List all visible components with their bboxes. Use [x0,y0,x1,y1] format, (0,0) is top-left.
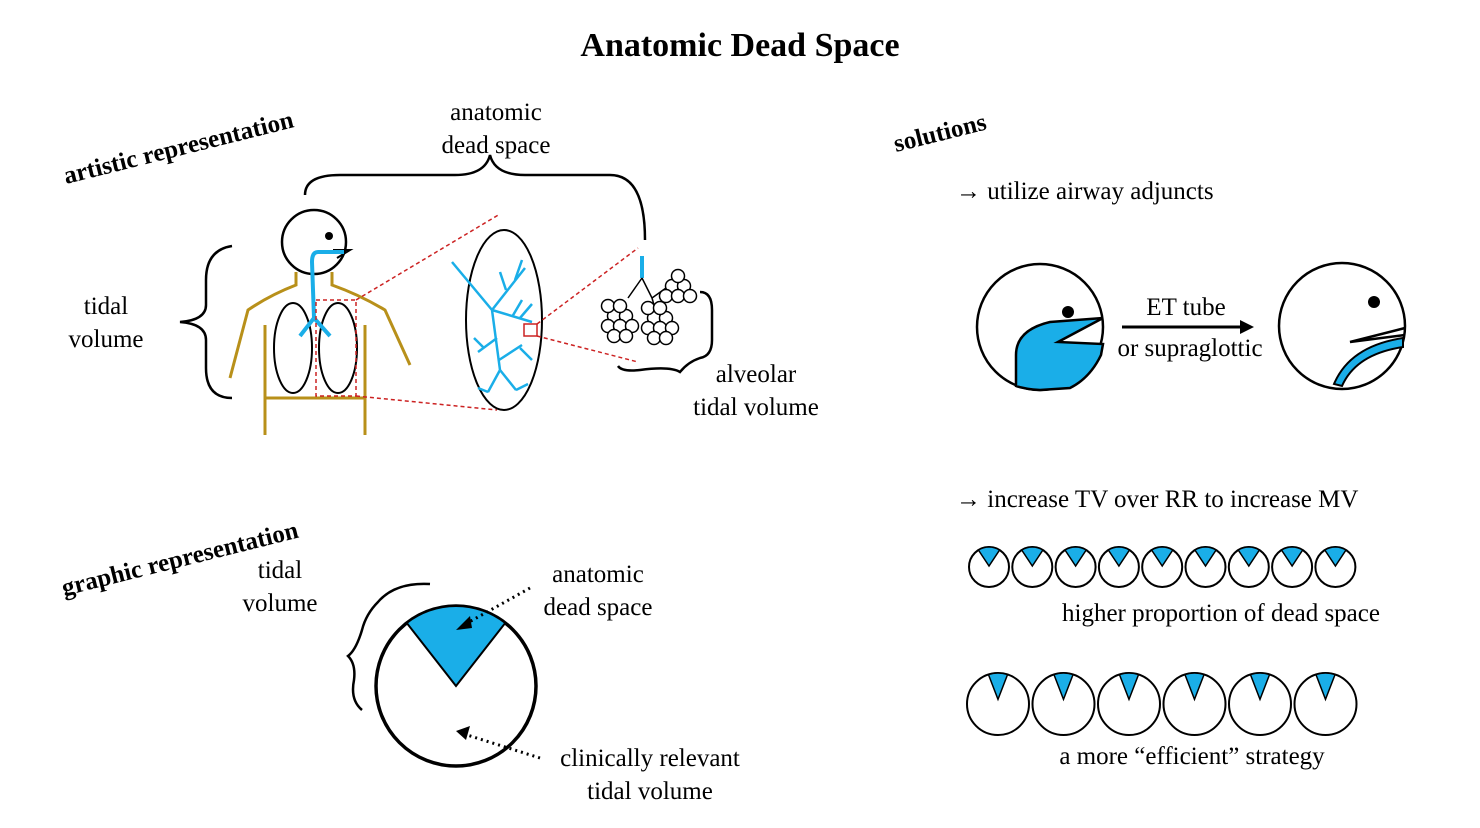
alveolus [602,300,615,313]
small-breaths-row [969,547,1355,587]
tidal-volume-label-line-2: volume [69,326,144,353]
tidal-volume-label-line-1: tidal [84,293,128,320]
head-after [1279,263,1405,389]
alveolus [608,330,621,343]
small-breaths-caption: higher proportion of dead space [1062,600,1380,627]
graphic-anatomic-label-line-2: dead space [544,594,653,621]
large-breaths-caption: a more “efficient” strategy [1059,743,1325,770]
adjunct-arrow-label-2: or supraglottic [1117,335,1262,362]
adjunct-arrow-head [1240,320,1254,334]
tidal-volume-brace [180,246,232,398]
solution-increase-tv: → increase TV over RR to increase MV [956,486,1358,513]
page-title: Anatomic Dead Space [580,27,899,64]
alveoli-group-right [642,302,679,345]
alveolus [672,270,685,283]
solutions-heading: solutions [891,109,989,158]
lung-oval [466,230,542,410]
alveolus [654,302,667,315]
alveoli-group-left [602,300,639,343]
artistic-heading: artistic representation [61,107,296,190]
head-after-eye [1368,296,1380,308]
graphic-tidal-label-line-1: tidal [258,557,302,584]
head-before [977,264,1103,390]
clinically-relevant-label-line-2: tidal volume [587,778,713,805]
dead-space-brace [305,155,645,240]
alveolus [672,290,685,303]
alveolus [684,290,697,303]
clinically-relevant-label-line-1: clinically relevant [560,745,740,772]
alveoli-cluster [602,256,697,345]
alveolus [614,300,627,313]
zoom-line-bottom [356,396,497,410]
large-breaths-row [967,673,1357,735]
anatomic-label-line-2: dead space [442,132,551,159]
anatomic-label-line-1: anatomic [450,99,542,126]
alveolus [642,302,655,315]
body-figure [230,210,410,435]
graphic-tidal-label-line-2: volume [243,590,318,617]
graphic-anatomic-label-line-1: anatomic [552,561,644,588]
lung-zoom [452,230,542,410]
alveolus [648,332,661,345]
body-right-shoulder [332,272,410,365]
right-lung [319,303,357,393]
head-before-eye [1062,306,1074,318]
solution-adjuncts: → utilize airway adjuncts [956,178,1214,205]
head-eye [325,232,333,240]
alveolus [620,330,633,343]
alveolar-label-line-1: alveolar [716,361,797,388]
alveolus [660,332,673,345]
alveolar-label-line-2: tidal volume [693,394,819,421]
left-lung [274,303,312,393]
adjunct-arrow-label-1: ET tube [1146,294,1225,321]
alveolus [660,290,673,303]
body-left-shoulder [230,272,296,378]
alveoli-group-top [660,270,697,303]
